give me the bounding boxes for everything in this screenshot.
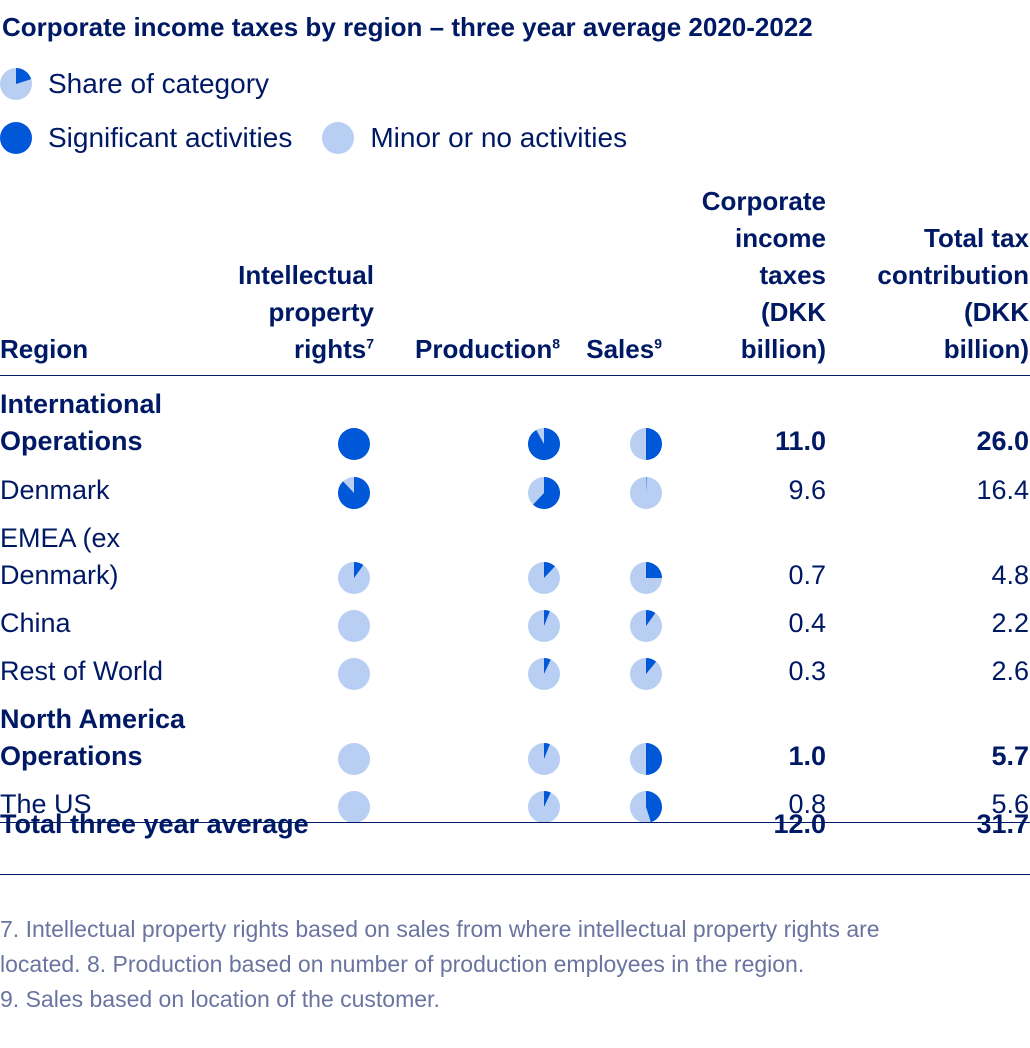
pie-sales-row-2: [630, 561, 662, 594]
col-sales-label: Sales: [586, 334, 655, 364]
pie-sales-row-4: [630, 657, 662, 690]
row-cit-value: 9.6: [788, 475, 826, 505]
pie-production-row-1: [528, 476, 561, 509]
pie-sales-row-5: [630, 742, 662, 775]
col-ip-footnote-ref: 7: [366, 335, 374, 352]
row-region-label: EMEA (ex Denmark): [0, 520, 120, 594]
total-cit-value: 12.0: [773, 809, 826, 839]
row-region-label: China: [0, 605, 71, 642]
col-ip-line-2: property: [268, 297, 374, 327]
pie-ip-row-1: [338, 476, 371, 509]
col-sales-footnote-ref: 9: [654, 335, 662, 352]
header-rule: [0, 375, 1030, 376]
col-production-header: Production8: [415, 331, 560, 368]
row-cit-value: 0.8: [788, 789, 826, 819]
legend-minor: Minor or no activities: [322, 122, 627, 154]
pie-sales-row-1: [630, 476, 662, 509]
pie-sales-row-3: [630, 609, 662, 642]
row-region-line: EMEA (ex: [0, 523, 121, 553]
row-region-line: North America: [0, 704, 186, 734]
significant-dot-icon: [0, 122, 32, 154]
col-production-footnote-ref: 8: [552, 335, 560, 352]
col-cit-line-3: taxes: [759, 260, 827, 290]
row-region-label: The US: [0, 786, 92, 823]
col-ip-line-3: rights: [293, 334, 367, 364]
col-ttc-line-4: billion): [943, 334, 1029, 364]
pie-ip-row-4: [338, 657, 370, 690]
row-cit-value: 11.0: [774, 426, 826, 456]
pie-sales-row-0: [630, 427, 662, 460]
pie-production-row-2: [528, 561, 560, 594]
legend-share: Share of category: [0, 67, 269, 101]
row-cit-value: 0.4: [788, 608, 826, 638]
col-region-header: Region: [0, 334, 89, 364]
col-sales-header: Sales9: [586, 331, 662, 368]
footnote-line-1: 7. Intellectual property rights based on…: [0, 916, 880, 942]
pie-ip-row-2: [338, 561, 370, 594]
footnotes: 7. Intellectual property rights based on…: [0, 912, 1030, 1017]
pie-ip-row-5: [338, 742, 370, 775]
row-ttc-value: 4.8: [991, 560, 1029, 590]
row-region-label: North America Operations: [0, 701, 185, 775]
row-region-line: The US: [0, 789, 92, 819]
pie-sales-row-6: [630, 790, 663, 823]
pie-ip-row-0: [338, 427, 370, 460]
pie-production-row-4: [528, 657, 560, 690]
legend-significant-label: Significant activities: [48, 122, 293, 153]
col-cit-line-1: Corporate: [701, 186, 826, 216]
row-region-label: International Operations: [0, 386, 162, 460]
legend-share-label: Share of category: [48, 68, 270, 99]
pie-production-row-3: [528, 609, 560, 642]
col-cit-line-5: billion): [740, 334, 826, 364]
col-ttc-line-2: contribution: [877, 260, 1029, 290]
row-cit-value: 1.0: [788, 741, 826, 771]
row-region-line: International: [0, 389, 163, 419]
col-production-label: Production: [414, 334, 553, 364]
row-cit-value: 0.3: [788, 656, 826, 686]
pie-production-row-6: [528, 790, 560, 823]
footnote-line-2: located. 8. Production based on number o…: [0, 951, 805, 977]
legend-significant: Significant activities: [0, 122, 292, 154]
row-region-line: Rest of World: [0, 656, 164, 686]
row-region-label: Denmark: [0, 472, 110, 509]
share-pie-icon: [0, 68, 32, 100]
total-top-rule: [0, 822, 1030, 823]
col-ip-header: Intellectual property rights7: [238, 257, 374, 368]
total-ttc-value: 31.7: [976, 809, 1029, 839]
row-cit-value: 0.7: [788, 560, 826, 590]
row-ttc-value: 16.4: [976, 475, 1029, 505]
col-cit-line-2: income: [734, 223, 826, 253]
total-label: Total three year average: [0, 809, 309, 839]
row-region-line: Operations: [0, 426, 143, 456]
col-ip-line-1: Intellectual: [238, 260, 374, 290]
total-bottom-rule: [0, 874, 1030, 875]
row-region-line: China: [0, 608, 71, 638]
col-cit-line-4: (DKK: [761, 297, 826, 327]
row-ttc-value: 2.2: [991, 608, 1029, 638]
col-ttc-line-1: Total tax: [924, 223, 1029, 253]
pie-production-row-5: [528, 742, 560, 775]
legend-minor-label: Minor or no activities: [370, 122, 628, 153]
row-region-line: Operations: [0, 741, 143, 771]
row-region-label: Rest of World: [0, 653, 163, 690]
footnote-line-3: 9. Sales based on location of the custom…: [0, 986, 440, 1012]
row-ttc-value: 26.0: [976, 426, 1029, 456]
row-region-line: Denmark: [0, 475, 110, 505]
col-ttc-header: Total tax contribution (DKK billion): [877, 220, 1029, 368]
row-ttc-value: 5.6: [991, 789, 1029, 819]
col-cit-header: Corporate income taxes (DKK billion): [702, 183, 826, 368]
pie-ip-row-3: [338, 609, 370, 642]
minor-dot-icon: [322, 122, 355, 154]
row-region-line: Denmark): [0, 560, 119, 590]
legend-activities: Significant activities Minor or no activ…: [0, 121, 627, 155]
row-ttc-value: 5.7: [991, 741, 1029, 771]
pie-production-row-0: [527, 427, 560, 460]
pie-ip-row-6: [338, 790, 370, 823]
chart-title: Corporate income taxes by region – three…: [2, 12, 813, 42]
col-ttc-line-3: (DKK: [964, 297, 1029, 327]
row-ttc-value: 2.6: [991, 656, 1029, 686]
